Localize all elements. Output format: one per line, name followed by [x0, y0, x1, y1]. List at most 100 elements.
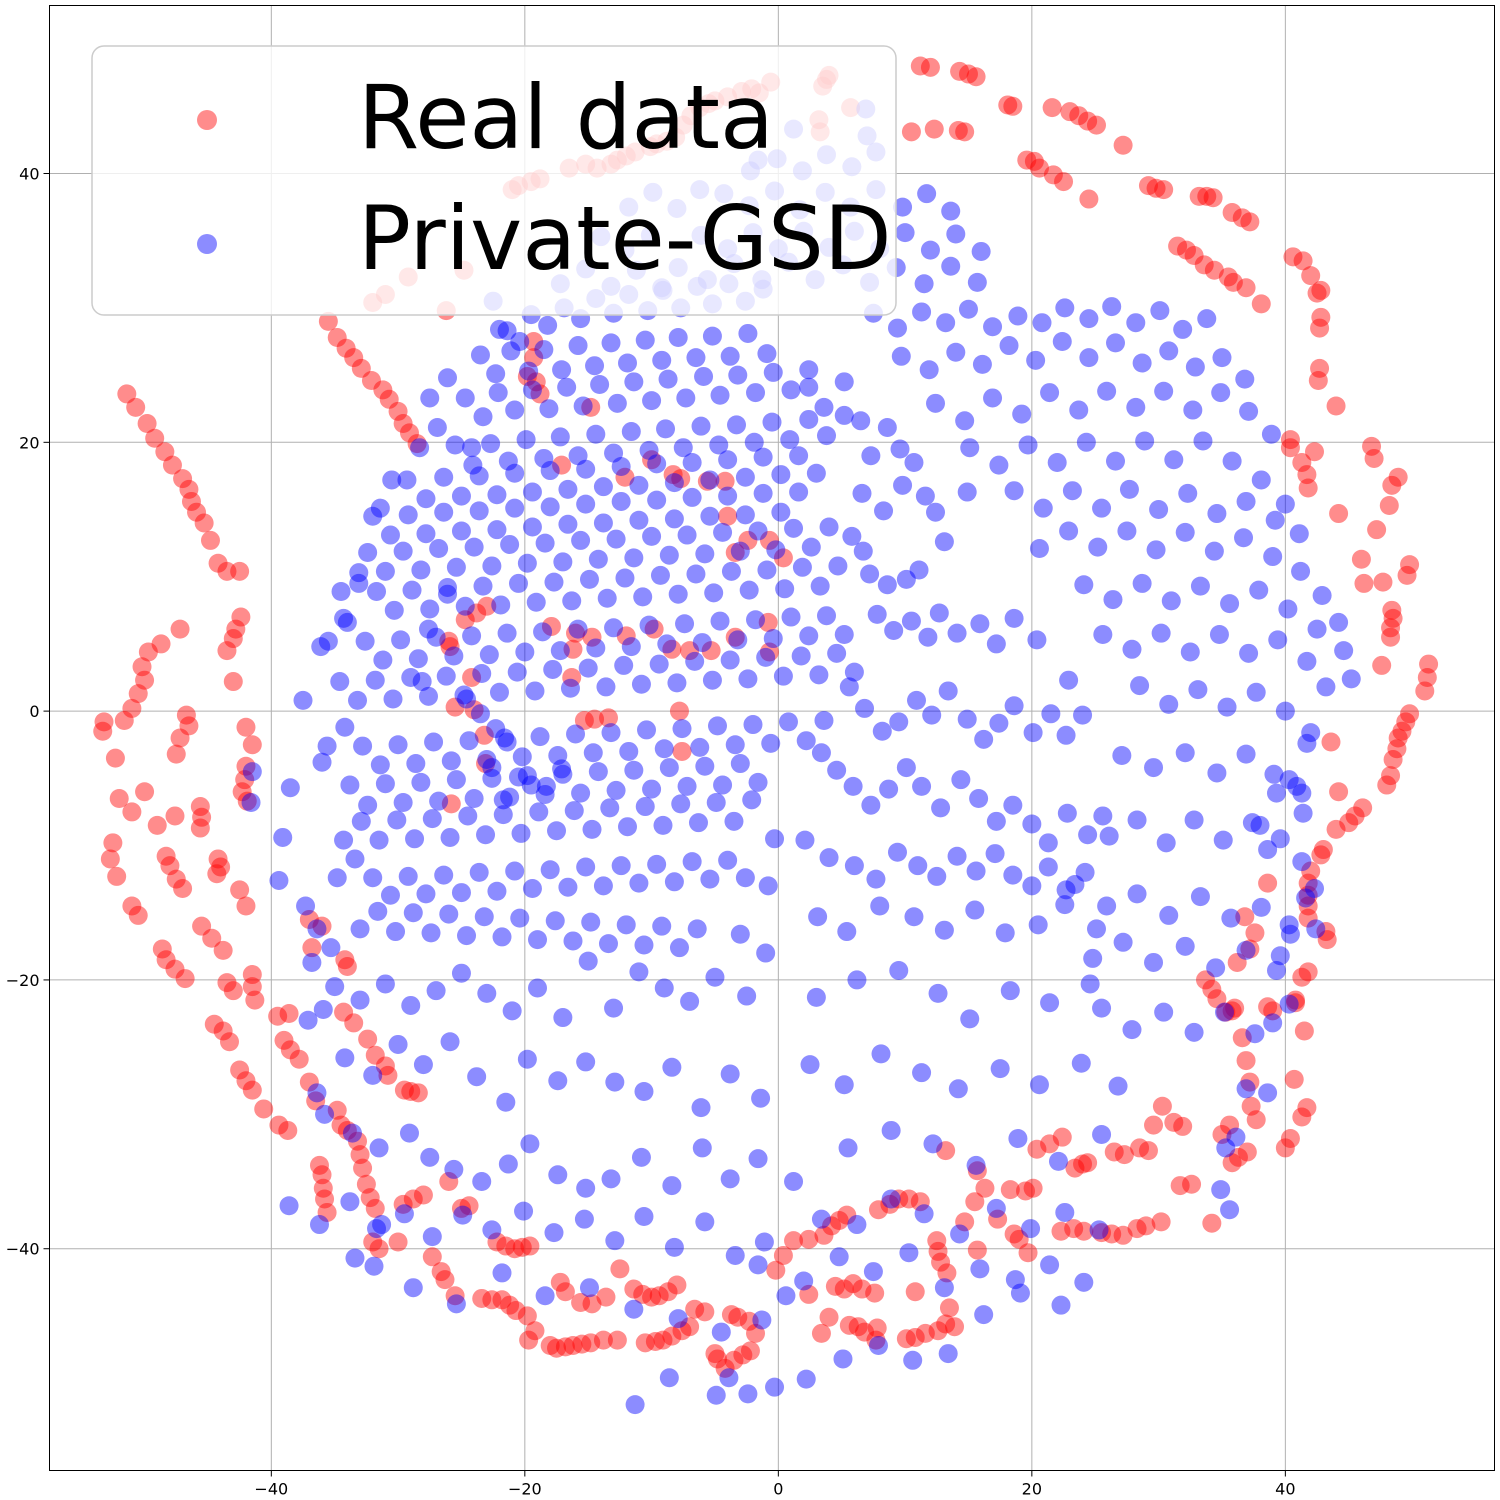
data-point	[1180, 642, 1200, 662]
data-point	[834, 372, 854, 392]
data-point	[380, 525, 400, 545]
legend-frame	[91, 45, 897, 316]
data-point	[351, 358, 371, 378]
data-point	[507, 662, 527, 682]
y-tick-label: −40	[6, 1240, 40, 1259]
data-point	[1041, 704, 1061, 724]
data-point	[624, 760, 644, 780]
data-point	[671, 794, 691, 814]
data-point	[733, 1345, 753, 1365]
data-point	[744, 432, 764, 452]
data-point	[370, 755, 390, 775]
data-point	[1261, 424, 1281, 444]
data-point	[839, 677, 859, 697]
data-point	[451, 521, 471, 541]
data-point	[440, 827, 460, 847]
data-point	[1316, 922, 1336, 942]
data-point	[1316, 677, 1336, 697]
data-point	[593, 513, 613, 533]
data-point	[156, 950, 176, 970]
data-point	[1329, 782, 1349, 802]
data-point	[1223, 272, 1243, 292]
data-point	[1301, 723, 1321, 743]
data-point	[725, 1245, 745, 1265]
y-tick-label: 0	[29, 702, 39, 721]
data-point	[1196, 970, 1215, 990]
data-point	[695, 1302, 715, 1322]
data-point	[669, 701, 689, 721]
data-point	[482, 768, 502, 788]
data-point	[501, 341, 521, 361]
data-point	[604, 618, 624, 638]
data-point	[967, 1161, 987, 1181]
data-point	[298, 1010, 318, 1030]
data-point	[1296, 888, 1316, 908]
data-point	[1093, 806, 1113, 826]
data-point	[444, 646, 464, 666]
data-point	[1102, 1224, 1122, 1244]
data-point	[1206, 958, 1226, 978]
data-point	[434, 467, 454, 487]
data-point	[692, 633, 712, 653]
data-point	[1305, 879, 1325, 899]
data-point	[399, 1123, 419, 1143]
data-point	[967, 272, 987, 292]
data-point	[474, 725, 494, 745]
data-point	[1071, 1053, 1091, 1073]
data-point	[1029, 158, 1049, 178]
data-point	[758, 876, 778, 896]
data-point	[230, 561, 250, 581]
data-point	[633, 587, 653, 607]
data-point	[204, 1014, 224, 1034]
data-point	[1159, 341, 1179, 361]
data-point	[1055, 298, 1075, 318]
data-point	[598, 708, 618, 728]
data-point	[834, 405, 854, 425]
data-point	[522, 482, 542, 502]
data-point	[1236, 278, 1256, 298]
data-point	[1266, 783, 1286, 803]
data-point	[431, 1262, 451, 1282]
data-point	[520, 1134, 540, 1154]
data-point	[718, 850, 738, 870]
data-point	[931, 798, 951, 818]
data-point	[1146, 178, 1166, 198]
data-point	[936, 1314, 956, 1334]
data-point	[1126, 397, 1146, 417]
data-point	[918, 627, 938, 647]
data-point	[758, 612, 778, 632]
data-point	[446, 1294, 466, 1314]
data-point	[302, 952, 322, 972]
data-point	[718, 450, 738, 470]
data-point	[487, 881, 507, 901]
data-point	[1138, 1141, 1158, 1161]
data-point	[1264, 764, 1284, 784]
data-point	[1292, 967, 1312, 987]
data-point	[1275, 494, 1295, 514]
data-point	[369, 1239, 389, 1259]
data-point	[1175, 522, 1195, 542]
data-point	[373, 380, 393, 400]
data-point	[548, 1165, 568, 1185]
data-point	[505, 1239, 525, 1259]
data-point	[1022, 814, 1042, 834]
data-point	[388, 1232, 408, 1252]
data-point	[547, 821, 567, 841]
data-point	[934, 532, 954, 552]
data-point	[242, 965, 262, 985]
data-point	[505, 463, 525, 483]
data-point	[1292, 452, 1312, 472]
data-point	[547, 1338, 567, 1358]
data-point	[653, 815, 673, 835]
data-point	[581, 1333, 601, 1353]
data-point	[607, 393, 627, 413]
data-point	[852, 1279, 872, 1299]
data-point	[512, 1237, 532, 1257]
data-point	[667, 673, 687, 693]
data-point	[486, 719, 506, 739]
data-point	[904, 452, 924, 472]
data-point	[789, 482, 809, 502]
data-point	[424, 732, 444, 752]
data-point	[1334, 641, 1354, 661]
data-point	[383, 689, 403, 709]
